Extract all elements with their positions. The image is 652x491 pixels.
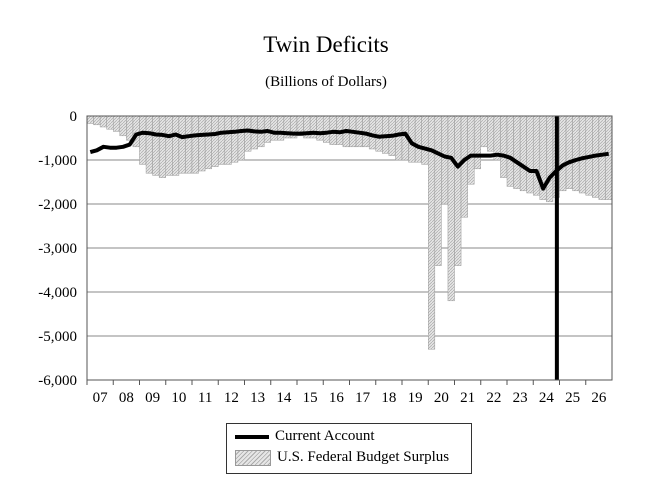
- legend-item-current-account: Current Account: [235, 428, 375, 445]
- budget-bar: [368, 115, 376, 150]
- budget-bar: [132, 115, 140, 148]
- x-tick-label: 10: [171, 390, 186, 406]
- budget-bar: [119, 115, 127, 137]
- x-tick-label: 26: [591, 390, 607, 406]
- budget-bar: [93, 115, 101, 126]
- budget-bar: [519, 115, 527, 192]
- x-tick-label: 25: [565, 390, 580, 406]
- budget-bar: [244, 115, 252, 152]
- budget-bar: [487, 115, 495, 152]
- budget-bar: [237, 115, 245, 161]
- budget-bar: [152, 115, 160, 176]
- budget-bar: [139, 115, 147, 165]
- budget-bar: [113, 115, 121, 132]
- budget-bar: [191, 115, 199, 174]
- budget-bar: [454, 115, 462, 266]
- x-tick-label: 15: [303, 390, 318, 406]
- budget-bar: [441, 115, 449, 205]
- budget-bar: [224, 115, 232, 165]
- budget-bar: [218, 115, 226, 165]
- budget-bar: [211, 115, 219, 167]
- x-tick-label: 21: [460, 390, 475, 406]
- y-tick-label: -5,000: [38, 329, 77, 345]
- budget-bar: [395, 115, 403, 161]
- x-tick-label: 09: [145, 390, 160, 406]
- x-tick-label: 18: [381, 390, 396, 406]
- budget-bar: [270, 115, 278, 141]
- budget-bar: [565, 115, 573, 189]
- x-tick-label: 24: [539, 390, 555, 406]
- plot-area: 0 -1,000 -2,000 -3,000 -4,000 -5,000 -6,000 07 0…: [38, 109, 613, 406]
- budget-bar: [578, 115, 586, 194]
- budget-bar: [546, 115, 554, 203]
- x-tick-label: 20: [434, 390, 449, 406]
- budget-bar: [172, 115, 180, 176]
- budget-bar: [185, 115, 193, 174]
- legend-label: U.S. Federal Budget Surplus: [277, 449, 450, 465]
- y-tick-label: 0: [70, 109, 78, 125]
- budget-bar: [323, 115, 331, 143]
- budget-bar: [473, 115, 481, 170]
- y-tick-label: -3,000: [38, 241, 77, 257]
- budget-bar: [158, 115, 166, 178]
- budget-bar: [375, 115, 383, 152]
- current-account-line: [89, 128, 609, 191]
- budget-bar: [126, 115, 134, 141]
- budget-bar: [316, 115, 324, 141]
- x-tick-label: 13: [250, 390, 265, 406]
- budget-bar: [204, 115, 212, 170]
- legend: Current Account U.S. Federal Budget Surp…: [226, 423, 472, 474]
- x-tick-label: 07: [93, 390, 109, 406]
- budget-bar: [447, 115, 455, 302]
- budget-bar: [506, 115, 514, 187]
- budget-bar: [500, 115, 508, 178]
- budget-bar: [480, 115, 488, 148]
- legend-bar-swatch: [235, 449, 271, 466]
- x-tick-label: 11: [198, 390, 212, 406]
- budget-bar: [145, 115, 153, 174]
- chart-subtitle: (Billions of Dollars): [265, 74, 387, 90]
- y-tick-label: -4,000: [38, 285, 77, 301]
- x-tick-label: 14: [276, 390, 292, 406]
- budget-bar: [526, 115, 534, 194]
- legend-line-swatch: [235, 434, 269, 439]
- budget-bar: [99, 115, 107, 128]
- budget-bar: [513, 115, 521, 189]
- budget-bar: [533, 115, 541, 196]
- y-tick-label: -6,000: [38, 373, 77, 389]
- budget-bar: [559, 115, 567, 192]
- chart-title: Twin Deficits: [263, 32, 389, 57]
- budget-bar: [598, 115, 606, 200]
- budget-bar: [277, 115, 285, 141]
- x-tick-label: 16: [329, 390, 345, 406]
- budget-bar: [460, 115, 468, 218]
- budget-bar: [605, 115, 613, 200]
- budget-bar: [467, 115, 475, 185]
- budget-bar: [86, 115, 94, 124]
- x-tick-label: 19: [408, 390, 423, 406]
- budget-bar: [106, 115, 114, 130]
- legend-label: Current Account: [275, 428, 375, 444]
- budget-bar: [572, 115, 580, 192]
- budget-bar: [414, 115, 422, 163]
- y-tick-label: -1,000: [38, 153, 77, 169]
- x-tick-label: 08: [119, 390, 134, 406]
- x-tick-label: 17: [355, 390, 371, 406]
- budget-bar: [231, 115, 239, 163]
- x-tick-label: 12: [224, 390, 239, 406]
- budget-bar: [421, 115, 429, 165]
- budget-bar: [198, 115, 206, 172]
- x-tick-label: 22: [486, 390, 501, 406]
- x-tick-label: 23: [513, 390, 528, 406]
- budget-bar: [178, 115, 186, 174]
- budget-bar: [434, 115, 442, 266]
- budget-bar: [165, 115, 173, 176]
- y-tick-label: -2,000: [38, 197, 77, 213]
- legend-item-budget-surplus: U.S. Federal Budget Surplus: [235, 449, 449, 466]
